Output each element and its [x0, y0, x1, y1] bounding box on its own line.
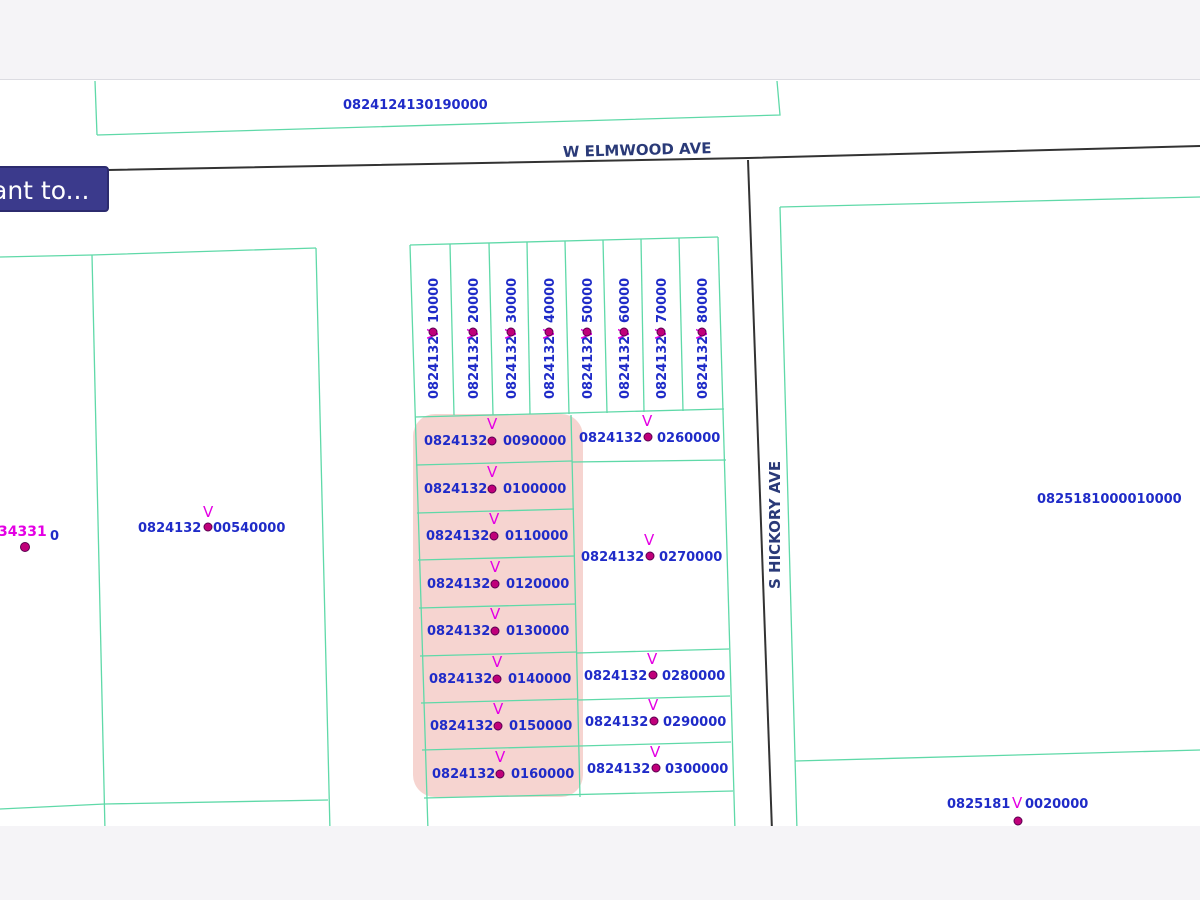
parcel-label-west-lot-tail: 00540000	[213, 521, 285, 536]
parcel-label-big-east: 0825181000010000	[1037, 492, 1182, 507]
parcel-point[interactable]	[487, 436, 497, 446]
parcel-label-highlighted-suffix: 0120000	[506, 577, 569, 592]
parcel-point[interactable]	[490, 626, 500, 636]
parcel-label-highlighted-suffix: 0160000	[511, 767, 574, 782]
parcel-label-vertical-suffix: 10000	[427, 278, 442, 323]
parcel-label-vertical-suffix: 30000	[505, 278, 520, 323]
vertex-marker: V	[648, 696, 659, 714]
parcel-point[interactable]	[648, 670, 658, 680]
parcel-point[interactable]	[428, 327, 438, 337]
parcel-label-highlighted-prefix: 0824132	[426, 529, 489, 544]
vertex-marker: V	[495, 748, 506, 766]
parcel-label-east-suffix: 0280000	[662, 669, 725, 684]
parcel-label-southeast-suffix: 0020000	[1025, 797, 1088, 812]
parcel-label-highlighted-prefix: 0824132	[432, 767, 495, 782]
parcel-point[interactable]	[643, 432, 653, 442]
parcel-label-highlighted-suffix: 0110000	[505, 529, 568, 544]
parcel-point[interactable]	[619, 327, 629, 337]
parcel-label-east-suffix: 0260000	[657, 431, 720, 446]
vertex-marker: V	[492, 653, 503, 671]
street-name-elmwood: W ELMWOOD AVE	[563, 139, 712, 161]
parcel-label-east-prefix: 0824132	[579, 431, 642, 446]
parcel-lines	[0, 80, 1200, 826]
parcel-label-highlighted-prefix: 0824132	[430, 719, 493, 734]
parcel-label-vertical-prefix: 0824132	[655, 336, 670, 399]
vertex-marker: V	[487, 463, 498, 481]
parcel-point-west[interactable]	[203, 522, 213, 532]
parcel-label-highlighted-prefix: 0824132	[429, 672, 492, 687]
parcel-label-highlighted-prefix: 0824132	[427, 577, 490, 592]
want-to-button[interactable]: ant to...	[0, 166, 110, 212]
vertex-marker: V	[1012, 794, 1023, 812]
parcel-point[interactable]	[468, 327, 478, 337]
parcel-point[interactable]	[582, 327, 592, 337]
parcel-label-east-prefix: 0824132	[581, 550, 644, 565]
parcel-label-vertical-prefix: 0824132	[696, 336, 711, 399]
parcel-point[interactable]	[493, 721, 503, 731]
parcel-point[interactable]	[487, 484, 497, 494]
parcel-label-southeast-prefix: 0825181	[947, 797, 1010, 812]
parcel-point[interactable]	[656, 327, 666, 337]
parcel-label-east-prefix: 0824132	[584, 669, 647, 684]
parcel-point[interactable]	[495, 769, 505, 779]
vertex-marker: V	[490, 605, 501, 623]
parcel-point[interactable]	[490, 579, 500, 589]
parcel-label-highlighted-suffix: 0140000	[508, 672, 571, 687]
parcel-label-highlighted-prefix: 0824132	[424, 482, 487, 497]
parcel-label-vertical-prefix: 0824132	[543, 336, 558, 399]
parcel-label-vertical-prefix: 0824132	[505, 336, 520, 399]
parcel-label-vertical-suffix: 20000	[467, 278, 482, 323]
parcel-point[interactable]	[506, 327, 516, 337]
parcel-labels: 082413210000V082413220000V082413230000V0…	[424, 278, 728, 782]
street-lines	[0, 145, 1200, 826]
vertex-marker: V	[642, 412, 653, 430]
parcel-label-highlighted-suffix: 0150000	[509, 719, 572, 734]
parcel-label-vertical-suffix: 80000	[696, 278, 711, 323]
parcel-point[interactable]	[649, 716, 659, 726]
parcel-point[interactable]	[489, 531, 499, 541]
vertex-marker: V	[489, 510, 500, 528]
vertex-marker: V	[647, 650, 658, 668]
parcel-point-southeast[interactable]	[1013, 816, 1023, 826]
vertex-marker: V	[203, 503, 214, 521]
parcel-label-vertical-suffix: 60000	[618, 278, 633, 323]
map-view[interactable]: W ELMWOOD AVE S HICKORY AVE 082412413019…	[0, 79, 1200, 826]
parcel-label-west-lot: 0824132	[138, 521, 201, 536]
parcel-label-vertical-prefix: 0824132	[467, 336, 482, 399]
parcel-label-highlighted-prefix: 0824132	[427, 624, 490, 639]
parcel-label-highlighted-suffix: 0130000	[506, 624, 569, 639]
parcel-label-vertical-suffix: 70000	[655, 278, 670, 323]
parcel-label-vertical-suffix: 40000	[543, 278, 558, 323]
parcel-label-highlighted-prefix: 0824132	[424, 434, 487, 449]
vertex-marker: V	[487, 415, 498, 433]
parcel-label-left-partial-tail: 0	[50, 529, 59, 544]
parcel-label-left-partial: 34331	[0, 524, 47, 540]
parcel-label-highlighted-suffix: 0090000	[503, 434, 566, 449]
vertex-marker: V	[490, 558, 501, 576]
parcel-label-highlighted-suffix: 0100000	[503, 482, 566, 497]
parcel-point-left[interactable]	[20, 542, 30, 552]
parcel-map-canvas[interactable]: W ELMWOOD AVE S HICKORY AVE 082412413019…	[0, 80, 1200, 826]
street-name-hickory: S HICKORY AVE	[766, 461, 784, 589]
vertex-marker: V	[650, 743, 661, 761]
parcel-label-top-strip: 0824124130190000	[343, 98, 488, 113]
parcel-label-east-suffix: 0300000	[665, 762, 728, 777]
parcel-point[interactable]	[544, 327, 554, 337]
parcel-label-vertical-suffix: 50000	[581, 278, 596, 323]
parcel-label-vertical-prefix: 0824132	[427, 336, 442, 399]
parcel-label-east-suffix: 0270000	[659, 550, 722, 565]
vertex-marker: V	[644, 531, 655, 549]
parcel-point[interactable]	[697, 327, 707, 337]
parcel-label-vertical-prefix: 0824132	[618, 336, 633, 399]
parcel-point[interactable]	[492, 674, 502, 684]
parcel-point[interactable]	[645, 551, 655, 561]
parcel-label-east-suffix: 0290000	[663, 715, 726, 730]
parcel-label-east-prefix: 0824132	[587, 762, 650, 777]
parcel-label-east-prefix: 0824132	[585, 715, 648, 730]
vertex-marker: V	[493, 700, 504, 718]
parcel-label-vertical-prefix: 0824132	[581, 336, 596, 399]
parcel-point[interactable]	[651, 763, 661, 773]
